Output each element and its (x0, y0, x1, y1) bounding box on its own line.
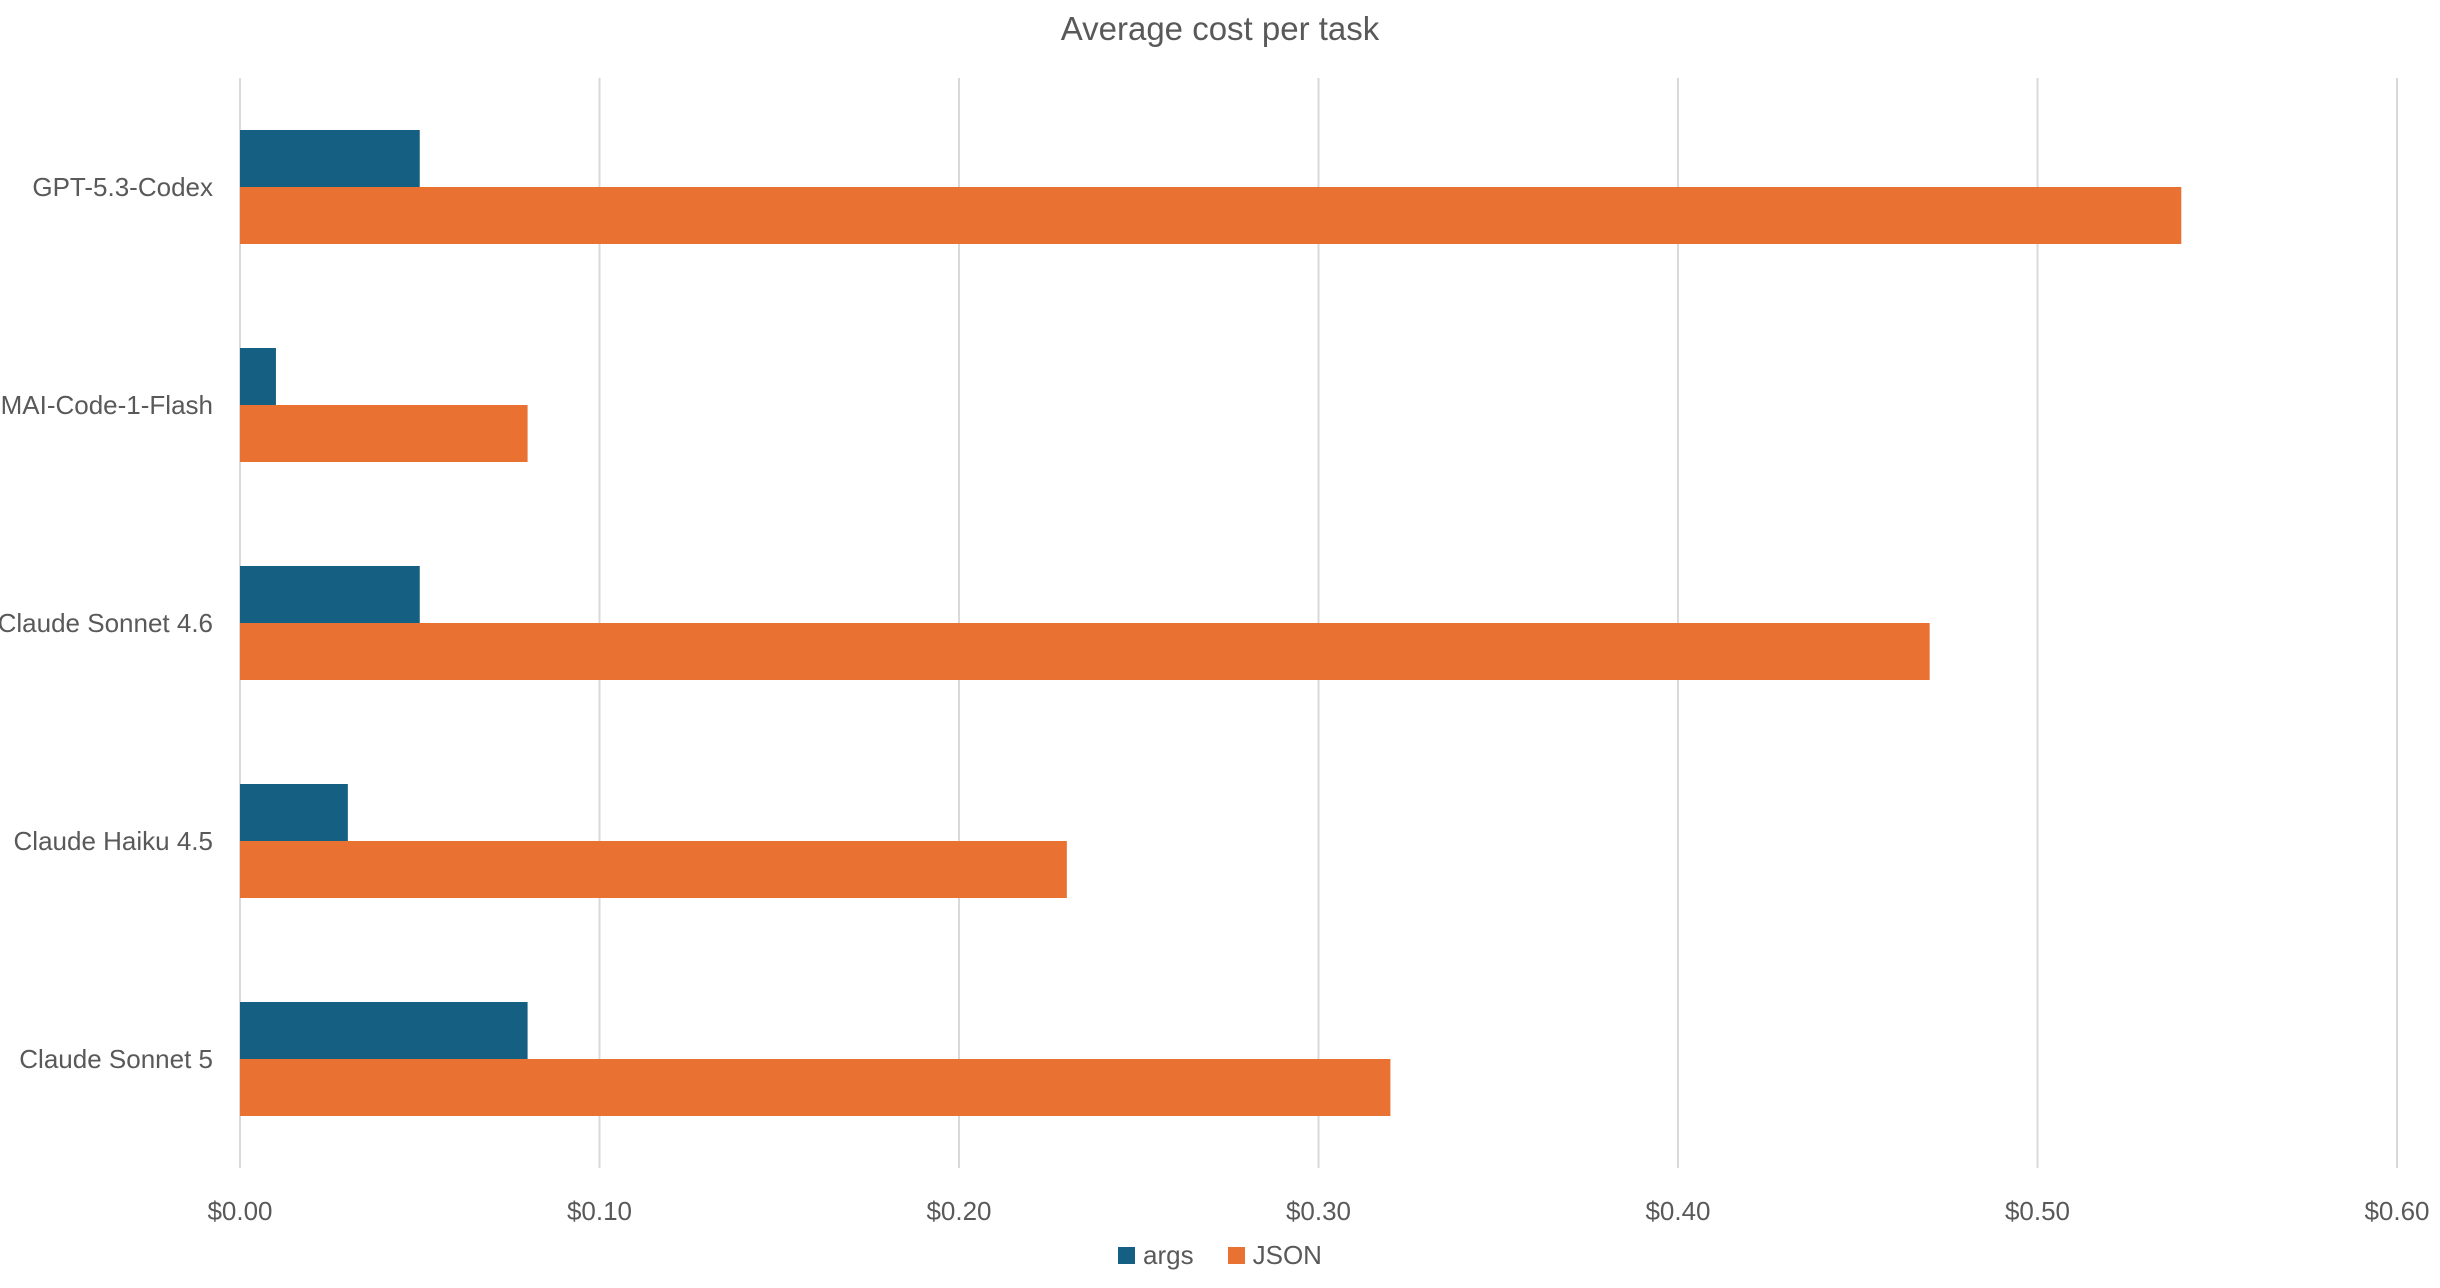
x-tick-label: $0.30 (1286, 1196, 1351, 1226)
y-category-label: Claude Sonnet 5 (19, 1044, 213, 1074)
legend-swatch-json (1227, 1247, 1245, 1264)
x-tick-label: $0.20 (926, 1196, 991, 1226)
y-category-label: Claude Haiku 4.5 (14, 826, 213, 856)
legend-item-json: JSON (1227, 1240, 1322, 1271)
legend-swatch-args (1118, 1247, 1136, 1264)
bar-args (240, 130, 420, 187)
y-category-label: MAI-Code-1-Flash (1, 390, 213, 420)
bar-args (240, 348, 276, 405)
bar-json (240, 841, 1067, 898)
chart-legend: args JSON (0, 1240, 2440, 1271)
y-category-label: GPT-5.3-Codex (32, 172, 213, 202)
bar-json (240, 1059, 1391, 1116)
legend-item-args: args (1118, 1240, 1194, 1271)
y-category-label: Claude Sonnet 4.6 (0, 608, 213, 638)
legend-label-json: JSON (1252, 1240, 1322, 1270)
chart-title: Average cost per task (1060, 10, 1380, 47)
bar-json (240, 623, 1930, 680)
x-tick-label: $0.60 (2364, 1196, 2429, 1226)
bar-args (240, 784, 348, 841)
x-tick-label: $0.40 (1645, 1196, 1710, 1226)
x-tick-label: $0.00 (207, 1196, 272, 1226)
x-tick-label: $0.50 (2005, 1196, 2070, 1226)
bar-args (240, 566, 420, 623)
bar-args (240, 1002, 528, 1059)
x-tick-label: $0.10 (567, 1196, 632, 1226)
legend-label-args: args (1143, 1240, 1194, 1270)
bar-json (240, 405, 528, 462)
bar-json (240, 187, 2182, 244)
